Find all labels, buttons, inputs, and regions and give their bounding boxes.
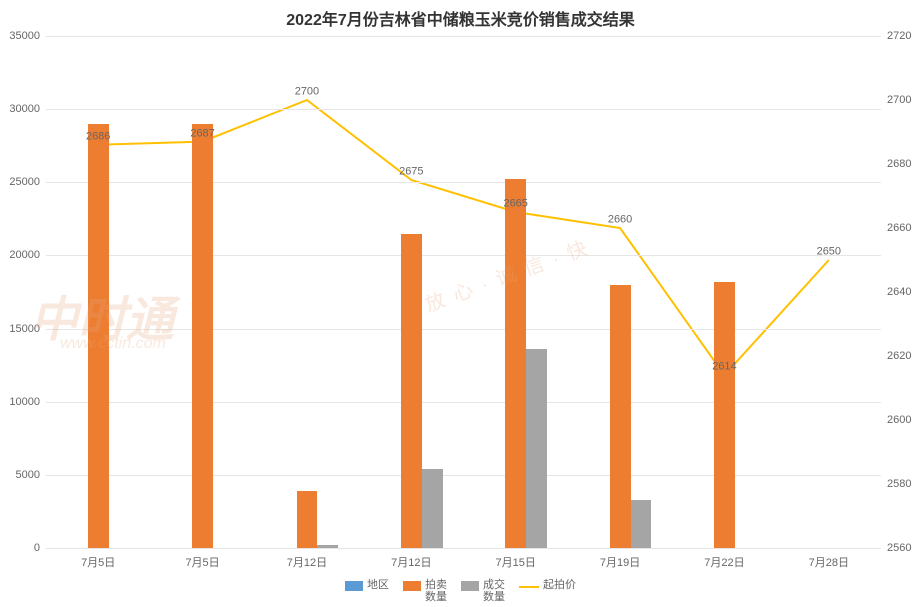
legend-label: 拍卖 数量 bbox=[425, 579, 447, 603]
x-tick-label: 7月28日 bbox=[809, 548, 849, 570]
legend-swatch bbox=[461, 581, 479, 591]
plot-area: 0500010000150002000025000300003500025602… bbox=[46, 36, 881, 548]
bar-成交数量 bbox=[631, 500, 652, 548]
x-tick-label: 7月19日 bbox=[600, 548, 640, 570]
legend-item: 成交 数量 bbox=[461, 579, 505, 603]
legend-item: 起拍价 bbox=[519, 579, 576, 591]
legend-label: 成交 数量 bbox=[483, 579, 505, 603]
y-left-tick-label: 20000 bbox=[9, 249, 46, 261]
x-tick-label: 7月22日 bbox=[704, 548, 744, 570]
line-data-label: 2700 bbox=[295, 86, 319, 98]
y-right-tick-label: 2580 bbox=[881, 478, 911, 490]
y-left-tick-label: 0 bbox=[34, 542, 46, 554]
y-left-tick-label: 30000 bbox=[9, 103, 46, 115]
y-right-tick-label: 2600 bbox=[881, 414, 911, 426]
line-data-label: 2650 bbox=[817, 246, 841, 258]
x-tick-label: 7月15日 bbox=[496, 548, 536, 570]
bar-成交数量 bbox=[526, 349, 547, 548]
y-left-tick-label: 25000 bbox=[9, 176, 46, 188]
y-right-tick-label: 2620 bbox=[881, 350, 911, 362]
grid-line bbox=[46, 475, 881, 476]
bar-成交数量 bbox=[422, 469, 443, 548]
x-tick-label: 7月12日 bbox=[391, 548, 431, 570]
y-left-tick-label: 10000 bbox=[9, 396, 46, 408]
y-right-tick-label: 2660 bbox=[881, 222, 911, 234]
y-right-tick-label: 2700 bbox=[881, 94, 911, 106]
legend-label: 地区 bbox=[367, 579, 389, 591]
chart-container: 2022年7月份吉林省中储粮玉米竞价销售成交结果 050001000015000… bbox=[0, 0, 921, 607]
y-right-tick-label: 2680 bbox=[881, 158, 911, 170]
legend: 地区 拍卖 数量 成交 数量 起拍价 bbox=[0, 579, 921, 603]
y-right-tick-label: 2560 bbox=[881, 542, 911, 554]
x-tick-label: 7月5日 bbox=[185, 548, 219, 570]
line-data-label: 2675 bbox=[399, 166, 423, 178]
bar-拍卖数量 bbox=[88, 124, 109, 548]
y-right-tick-label: 2720 bbox=[881, 30, 911, 42]
grid-line bbox=[46, 402, 881, 403]
line-series-svg bbox=[46, 36, 881, 548]
grid-line bbox=[46, 182, 881, 183]
bar-拍卖数量 bbox=[610, 285, 631, 548]
bar-拍卖数量 bbox=[714, 282, 735, 548]
bar-拍卖数量 bbox=[505, 179, 526, 548]
chart-title: 2022年7月份吉林省中储粮玉米竞价销售成交结果 bbox=[0, 6, 921, 30]
legend-swatch bbox=[345, 581, 363, 591]
grid-line bbox=[46, 36, 881, 37]
line-data-label: 2614 bbox=[712, 361, 736, 373]
legend-swatch bbox=[403, 581, 421, 591]
bar-拍卖数量 bbox=[192, 124, 213, 548]
bar-拍卖数量 bbox=[401, 234, 422, 549]
line-data-label: 2665 bbox=[503, 198, 527, 210]
bar-拍卖数量 bbox=[297, 491, 318, 548]
y-left-tick-label: 5000 bbox=[16, 469, 46, 481]
legend-item: 地区 bbox=[345, 579, 389, 591]
y-left-tick-label: 15000 bbox=[9, 323, 46, 335]
grid-line bbox=[46, 548, 881, 549]
y-left-tick-label: 35000 bbox=[9, 30, 46, 42]
line-data-label: 2686 bbox=[86, 130, 110, 142]
legend-item: 拍卖 数量 bbox=[403, 579, 447, 603]
x-tick-label: 7月12日 bbox=[287, 548, 327, 570]
grid-line bbox=[46, 255, 881, 256]
x-tick-label: 7月5日 bbox=[81, 548, 115, 570]
legend-swatch-line bbox=[519, 581, 539, 591]
bar-成交数量 bbox=[317, 545, 338, 548]
line-data-label: 2687 bbox=[190, 127, 214, 139]
grid-line bbox=[46, 329, 881, 330]
y-right-tick-label: 2640 bbox=[881, 286, 911, 298]
legend-label: 起拍价 bbox=[543, 579, 576, 591]
line-data-label: 2660 bbox=[608, 214, 632, 226]
grid-line bbox=[46, 109, 881, 110]
